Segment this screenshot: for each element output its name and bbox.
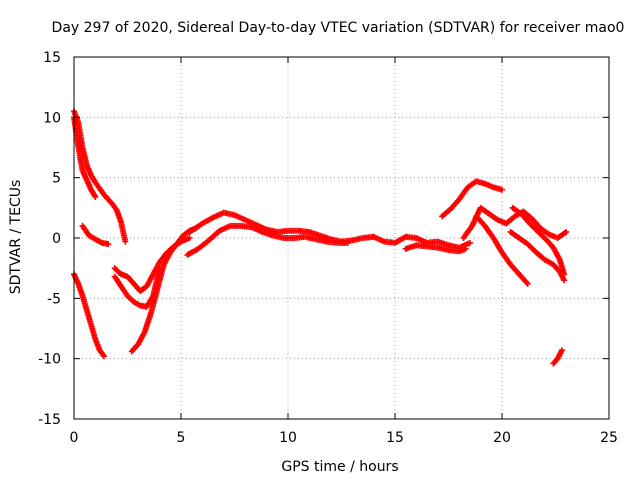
y-tick-label: -15 xyxy=(38,412,61,428)
series-track-a xyxy=(71,108,129,245)
data-point xyxy=(524,280,531,287)
data-point xyxy=(92,193,99,200)
series-track-p xyxy=(509,204,568,278)
y-tick-label: 10 xyxy=(43,110,61,126)
chart-title: Day 297 of 2020, Sidereal Day-to-day VTE… xyxy=(52,20,625,36)
series-track-d xyxy=(71,271,107,360)
x-axis-label: GPS time / hours xyxy=(281,459,398,475)
series-track-m xyxy=(460,204,570,241)
y-tick-label: 15 xyxy=(43,50,61,66)
series-track-i xyxy=(184,222,351,258)
y-axis-ticks: -15 -10 -5 0 5 10 15 xyxy=(38,50,609,428)
x-tick-label: 20 xyxy=(493,430,511,446)
data-point xyxy=(499,186,505,193)
grid-lines xyxy=(74,57,609,419)
series-track-j xyxy=(370,233,473,251)
data-point xyxy=(561,277,568,284)
data-point xyxy=(186,235,193,241)
data-point xyxy=(558,347,565,354)
data-point xyxy=(563,228,570,235)
data-point xyxy=(105,241,112,248)
y-tick-label: 5 xyxy=(52,171,61,187)
x-tick-label: 25 xyxy=(600,430,618,446)
data-point xyxy=(466,239,473,246)
x-axis-ticks: 0 5 10 15 20 25 xyxy=(70,57,618,446)
data-point xyxy=(462,245,469,252)
series-track-n xyxy=(473,213,531,287)
data-point xyxy=(100,353,107,360)
series-track-c xyxy=(79,222,112,248)
y-axis-label: SDTVAR / TECUs xyxy=(8,180,24,295)
data-point xyxy=(561,271,568,278)
series-track-l xyxy=(439,178,505,220)
series-track-e xyxy=(111,235,193,295)
data-marks xyxy=(71,108,570,367)
data-point xyxy=(344,239,351,246)
x-tick-label: 10 xyxy=(279,430,297,446)
series-track-b xyxy=(71,114,99,200)
y-tick-label: 0 xyxy=(52,231,61,247)
data-point xyxy=(122,238,129,245)
x-tick-label: 15 xyxy=(386,430,404,446)
series-track-k xyxy=(402,242,469,255)
series-track-g xyxy=(128,225,199,355)
x-tick-label: 0 xyxy=(70,430,79,446)
series-track-q xyxy=(550,347,565,367)
y-tick-label: -10 xyxy=(38,352,61,368)
y-tick-label: -5 xyxy=(47,291,61,307)
x-tick-label: 5 xyxy=(177,430,186,446)
